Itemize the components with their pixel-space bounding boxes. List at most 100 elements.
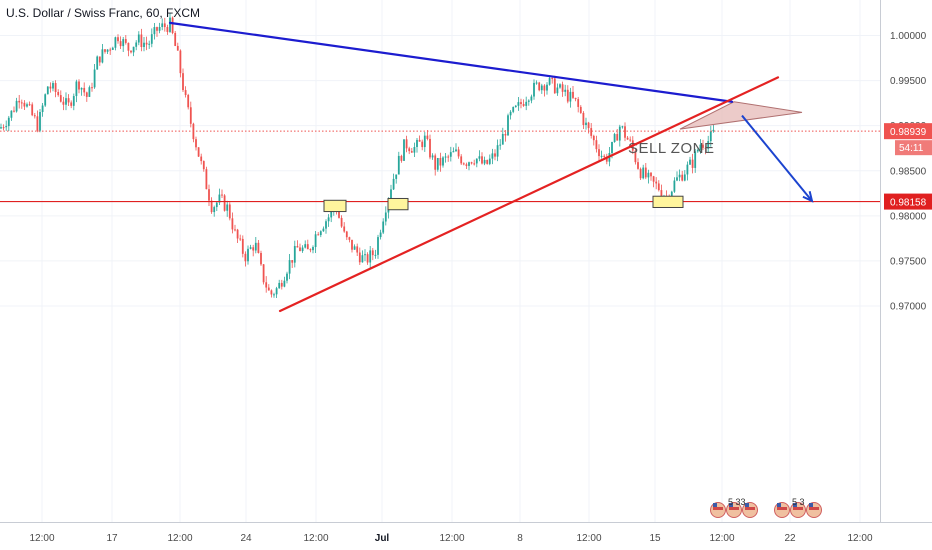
candle-body xyxy=(569,91,572,102)
candle-body xyxy=(85,92,88,97)
time-tick-label: 12:00 xyxy=(847,533,872,544)
time-axis[interactable]: 12:00 17 12:00 24 12:00 Jul 12:00 8 12:00 15 12:00… xyxy=(0,522,932,545)
candle-body xyxy=(210,200,213,213)
candle-body xyxy=(249,247,252,249)
candle-body xyxy=(26,104,28,107)
candle-body xyxy=(140,34,143,48)
candle-body xyxy=(520,102,522,104)
candle-body xyxy=(582,112,585,125)
candle-body xyxy=(176,45,179,51)
candle-body xyxy=(244,253,247,262)
candle-body xyxy=(548,78,551,85)
candle-body xyxy=(444,156,447,158)
candle-body xyxy=(327,217,330,222)
candle-body xyxy=(574,97,577,100)
candle-body xyxy=(106,49,109,52)
candle-body xyxy=(91,87,93,89)
candle-body xyxy=(699,144,702,150)
candle-body xyxy=(130,50,132,53)
event-marker-label: 5 33 xyxy=(728,497,746,507)
candle-body xyxy=(179,50,182,74)
candle-body xyxy=(153,27,156,35)
candle-body xyxy=(33,115,36,117)
event-marker[interactable]: 5 3 xyxy=(774,497,822,518)
candle-body xyxy=(215,202,218,208)
candle-body xyxy=(31,104,34,116)
event-flag-canton xyxy=(713,503,717,507)
candle-body xyxy=(267,287,270,291)
candle-body xyxy=(213,207,216,213)
candle-body xyxy=(228,204,231,219)
support-price-tag-label: 0.98158 xyxy=(890,198,927,209)
candle-body xyxy=(54,83,57,93)
candle-body xyxy=(371,250,374,256)
candle-body xyxy=(595,140,598,150)
candle-body xyxy=(712,129,715,132)
candle-body xyxy=(223,195,226,211)
candle-body xyxy=(559,84,561,88)
candle-body xyxy=(312,247,314,251)
candle-body xyxy=(88,87,91,97)
candle-body xyxy=(205,169,208,190)
event-marker[interactable]: 5 33 xyxy=(710,497,758,518)
candle-body xyxy=(377,237,379,255)
trendline-rising xyxy=(278,76,780,313)
time-tick-label: 15 xyxy=(649,533,661,544)
candle-body xyxy=(278,282,281,289)
time-tick-label: 12:00 xyxy=(709,533,734,544)
candle-body xyxy=(135,42,138,47)
candle-body xyxy=(239,238,242,240)
candle-body xyxy=(137,34,140,43)
event-flag-stripe xyxy=(793,507,803,510)
candle-body xyxy=(366,254,369,263)
candle-body xyxy=(59,95,62,102)
candle-body xyxy=(262,264,265,283)
candle-body xyxy=(231,218,234,230)
candle-body xyxy=(462,163,465,165)
candle-body xyxy=(132,46,135,53)
candle-body xyxy=(309,249,312,251)
candle-body xyxy=(525,101,528,106)
candle-body xyxy=(644,167,647,178)
candle-body xyxy=(624,126,626,138)
candle-body xyxy=(642,167,645,179)
candle-body xyxy=(145,42,148,45)
candle-body xyxy=(637,162,639,169)
candle-body xyxy=(551,78,554,80)
candle-body xyxy=(18,100,21,103)
candle-body xyxy=(686,164,689,175)
candle-body xyxy=(101,49,104,63)
candle-body xyxy=(265,282,268,288)
candle-body xyxy=(252,247,255,251)
drawings: SELL ZONE xyxy=(168,21,814,313)
candle-body xyxy=(405,139,408,149)
candle-body xyxy=(208,189,210,201)
candle-body xyxy=(590,128,593,136)
candle-body xyxy=(442,157,444,166)
candle-body xyxy=(49,86,52,89)
candle-body xyxy=(247,248,249,262)
time-tick-label: 8 xyxy=(517,533,523,544)
candle-body xyxy=(257,242,260,253)
candle-body xyxy=(418,139,421,142)
candle-body xyxy=(36,116,39,131)
event-marker-label: 5 3 xyxy=(792,497,805,507)
candle-body xyxy=(358,252,361,263)
current-price-tag-label: 0.98939 xyxy=(890,127,927,138)
candle-body xyxy=(44,94,47,106)
price-axis[interactable]: 1.000000.995000.990000.985000.980000.975… xyxy=(880,0,932,522)
price-tick-label: 1.00000 xyxy=(890,31,927,42)
candle-body xyxy=(431,155,434,158)
candle-body xyxy=(647,172,650,178)
candle-body xyxy=(83,87,86,93)
candle-body xyxy=(254,242,257,251)
candle-body xyxy=(577,99,580,107)
candle-body xyxy=(447,156,450,158)
candle-body xyxy=(117,37,119,42)
candle-body xyxy=(161,23,164,28)
event-flag-canton xyxy=(809,503,813,507)
candle-body xyxy=(496,145,499,157)
candle-body xyxy=(182,73,184,91)
candle-body xyxy=(694,151,697,168)
grid xyxy=(0,0,880,522)
